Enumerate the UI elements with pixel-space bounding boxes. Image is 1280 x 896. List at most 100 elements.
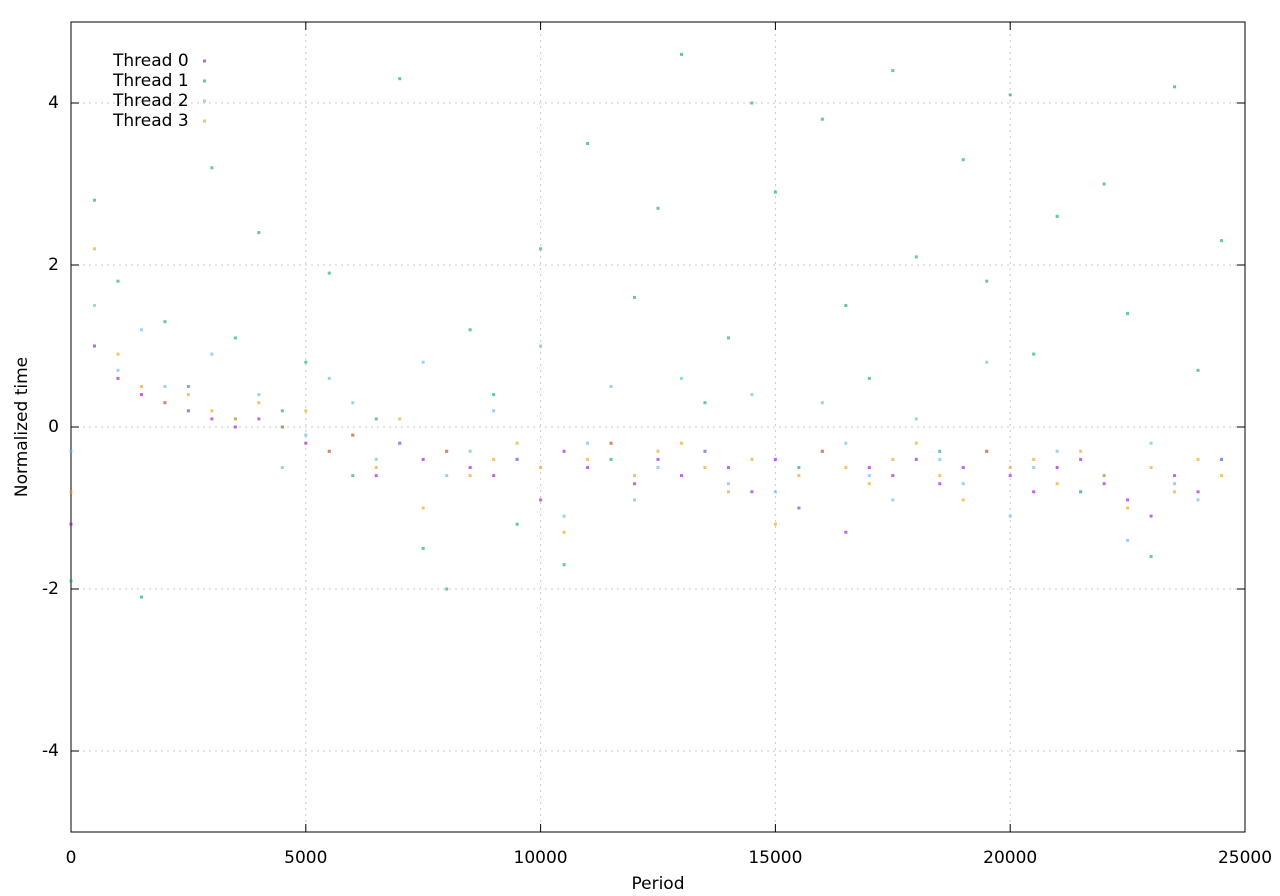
point (703, 401, 707, 405)
point (1079, 490, 1083, 494)
x-tick-label: 0 (66, 848, 77, 868)
point (92, 247, 96, 251)
point (280, 466, 284, 469)
point (914, 441, 918, 445)
point (186, 385, 190, 388)
legend-swatch (203, 99, 206, 103)
point (844, 530, 848, 534)
point (1126, 538, 1130, 542)
point (468, 474, 472, 478)
point (656, 206, 660, 210)
point (1173, 482, 1177, 486)
point (398, 77, 402, 81)
legend-label: Thread 3 (112, 111, 189, 131)
point (1008, 474, 1012, 478)
point (938, 482, 942, 486)
point (445, 449, 449, 453)
point (257, 393, 261, 397)
point (1149, 441, 1153, 445)
point (1079, 449, 1083, 453)
point (280, 425, 284, 429)
point (398, 417, 402, 421)
point (1173, 474, 1177, 478)
point (515, 441, 519, 445)
point (468, 449, 472, 453)
point (961, 482, 965, 486)
point (539, 247, 543, 251)
point (163, 401, 167, 405)
point (327, 449, 331, 453)
point (797, 474, 801, 478)
point (257, 417, 261, 421)
point (1032, 466, 1036, 469)
point (398, 441, 402, 445)
point (468, 466, 472, 469)
point (421, 457, 425, 461)
point (820, 449, 824, 453)
point (938, 449, 942, 453)
point (726, 490, 730, 494)
point (374, 417, 378, 421)
point (633, 482, 637, 486)
point (445, 474, 449, 478)
point (421, 506, 425, 510)
point (1149, 555, 1153, 559)
point (914, 457, 918, 461)
point (961, 498, 965, 502)
point (750, 393, 754, 397)
point (492, 393, 496, 397)
y-tick-label: 4 (48, 93, 59, 113)
point (116, 352, 120, 356)
point (891, 498, 895, 502)
point (492, 457, 496, 461)
point (257, 231, 261, 235)
point (69, 490, 73, 494)
y-tick-label: 2 (48, 255, 59, 275)
point (633, 295, 637, 299)
point (844, 441, 848, 445)
point (891, 457, 895, 461)
point (116, 279, 120, 283)
point (539, 344, 543, 348)
point (139, 328, 143, 332)
point (562, 563, 566, 567)
point (539, 498, 543, 502)
point (421, 360, 425, 364)
point (586, 441, 590, 445)
point (985, 449, 989, 453)
point (773, 190, 777, 194)
point (1220, 239, 1224, 243)
point (1126, 506, 1130, 510)
point (116, 376, 120, 380)
point (1008, 466, 1012, 469)
point (562, 514, 566, 518)
point (1032, 352, 1036, 356)
point (374, 466, 378, 469)
point (914, 255, 918, 259)
x-tick-label: 20000 (983, 848, 1037, 868)
point (304, 360, 308, 364)
point (1032, 457, 1036, 461)
point (750, 101, 754, 105)
point (820, 401, 824, 405)
x-tick-label: 15000 (748, 848, 802, 868)
y-tick-label: 0 (48, 417, 59, 437)
point (797, 466, 801, 469)
y-tick-label: -4 (42, 741, 59, 761)
point (351, 433, 355, 437)
point (797, 506, 801, 510)
point (609, 441, 613, 445)
point (210, 409, 214, 413)
point (938, 474, 942, 478)
point (938, 457, 942, 461)
point (750, 457, 754, 461)
point (1220, 474, 1224, 478)
point (586, 142, 590, 145)
point (257, 401, 261, 405)
point (656, 466, 660, 469)
point (139, 595, 143, 599)
point (985, 360, 989, 364)
point (69, 579, 73, 583)
point (186, 409, 190, 413)
point (679, 52, 683, 56)
